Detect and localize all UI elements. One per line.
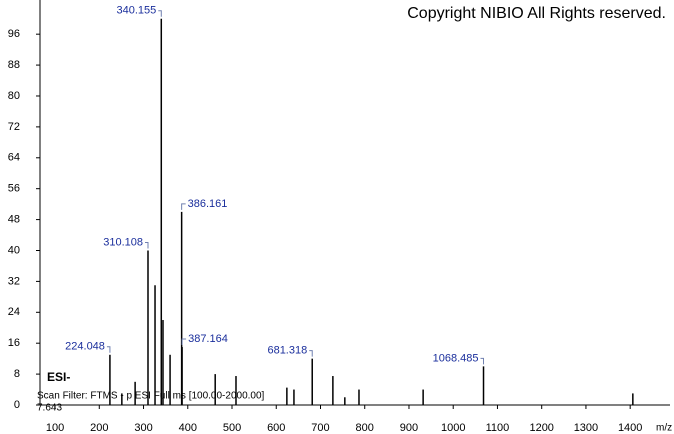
x-tick-label: 100	[46, 422, 64, 434]
retention-time: 7.643	[37, 403, 62, 414]
y-tick-label: 40	[8, 244, 20, 256]
x-tick-label: 1000	[441, 422, 465, 434]
peak-label: 340.155	[117, 5, 157, 17]
peak-label: 310.108	[103, 236, 143, 248]
label-bracket	[480, 357, 485, 365]
x-tick-label: 600	[267, 422, 285, 434]
y-tick-label: 48	[8, 213, 20, 225]
x-tick-label: 500	[223, 422, 241, 434]
label-bracket	[181, 338, 187, 346]
ion-mode: ESI-	[47, 370, 70, 384]
peak-label: 1068.485	[433, 352, 479, 364]
label-bracket	[158, 10, 162, 17]
x-tick-label: 1100	[486, 422, 510, 434]
x-tick-label: 900	[400, 422, 418, 434]
x-tick-label: 1200	[529, 422, 553, 434]
y-tick-label: 32	[8, 275, 20, 287]
peak-label: 387.164	[188, 333, 228, 345]
peak-label: 386.161	[188, 198, 228, 210]
label-bracket	[144, 241, 149, 249]
y-tick-label: 80	[8, 90, 20, 102]
x-tick-label: 200	[90, 422, 108, 434]
label-bracket	[106, 346, 111, 353]
x-tick-label: 400	[179, 422, 197, 434]
y-tick-label: 72	[8, 121, 20, 133]
x-tick-label: 1400	[618, 422, 642, 434]
x-tick-label: 1300	[574, 422, 598, 434]
x-tick-label: 800	[356, 422, 374, 434]
y-tick-label: 24	[8, 306, 20, 318]
label-bracket	[181, 203, 186, 210]
label-bracket	[309, 350, 313, 357]
x-tick-label: 300	[134, 422, 152, 434]
peak-label: 224.048	[65, 341, 105, 353]
x-axis-label: m/z	[656, 423, 672, 434]
y-tick-label: 96	[8, 28, 20, 40]
y-tick-label: 8	[14, 368, 20, 380]
y-tick-label: 16	[8, 337, 20, 349]
y-tick-label: 56	[8, 183, 20, 195]
y-tick-label: 88	[8, 59, 20, 71]
y-tick-label: 64	[8, 152, 20, 164]
peak-label: 681.318	[267, 345, 307, 357]
chart-title: Copyright NIBIO All Rights reserved.	[407, 5, 666, 22]
scan-filter: Scan Filter: FTMS - p ESI Full ms [100.0…	[37, 391, 265, 402]
y-tick-label: 0	[14, 399, 20, 411]
x-tick-label: 700	[311, 422, 329, 434]
